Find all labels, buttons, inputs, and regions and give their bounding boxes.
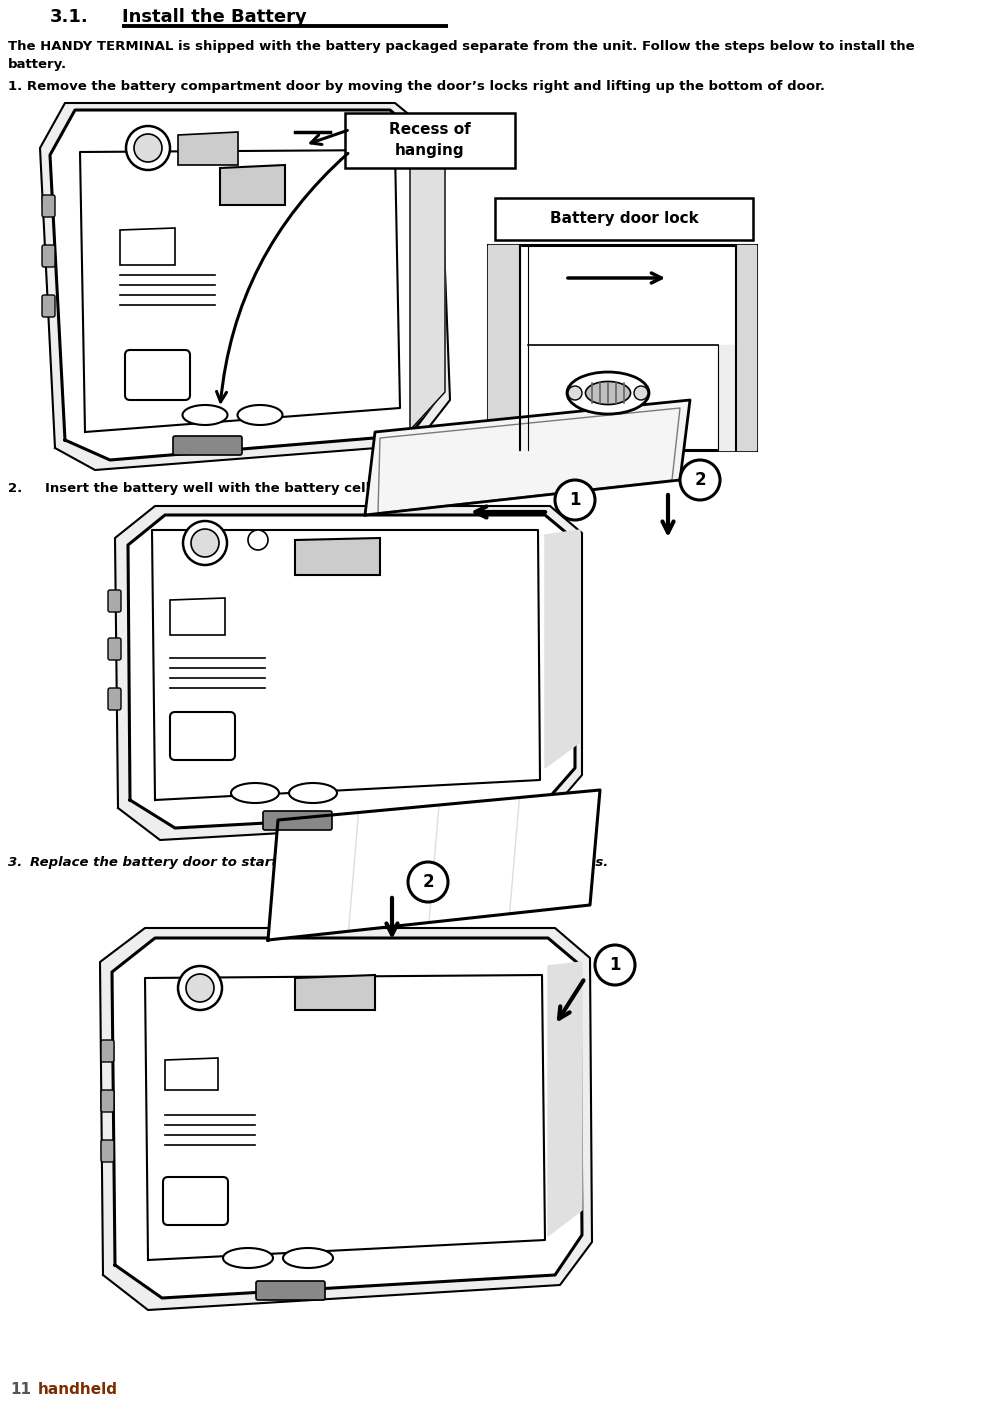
Ellipse shape (567, 373, 649, 415)
Polygon shape (548, 962, 582, 1236)
FancyBboxPatch shape (125, 350, 190, 401)
Circle shape (680, 460, 720, 500)
Text: 2: 2 (695, 471, 705, 489)
Polygon shape (268, 790, 600, 940)
Text: Recess of
hanging: Recess of hanging (389, 122, 471, 158)
Text: 2.: 2. (8, 482, 23, 495)
Ellipse shape (223, 1248, 273, 1268)
Text: 11: 11 (10, 1381, 31, 1397)
Polygon shape (120, 228, 175, 265)
Circle shape (126, 126, 170, 170)
FancyBboxPatch shape (42, 195, 55, 217)
Text: 2: 2 (422, 873, 434, 891)
Circle shape (191, 530, 219, 558)
Text: handheld: handheld (38, 1381, 118, 1397)
Ellipse shape (183, 405, 227, 425)
FancyBboxPatch shape (42, 245, 55, 268)
Circle shape (408, 862, 448, 902)
Polygon shape (178, 132, 238, 165)
Polygon shape (410, 149, 445, 430)
Polygon shape (488, 245, 520, 450)
FancyBboxPatch shape (101, 1090, 114, 1112)
FancyBboxPatch shape (495, 198, 753, 240)
Ellipse shape (586, 381, 630, 405)
Polygon shape (145, 975, 545, 1259)
Text: 1: 1 (610, 955, 620, 974)
FancyBboxPatch shape (345, 113, 515, 168)
FancyBboxPatch shape (173, 436, 242, 455)
Text: Install the Battery: Install the Battery (122, 8, 306, 27)
Polygon shape (220, 165, 285, 205)
Text: 1: 1 (569, 490, 581, 509)
Polygon shape (365, 401, 690, 516)
Circle shape (186, 974, 214, 1002)
Text: Insert the battery well with the battery cells facing top.: Insert the battery well with the battery… (45, 482, 463, 495)
Polygon shape (115, 506, 582, 841)
Text: Battery door lock: Battery door lock (549, 212, 699, 227)
Ellipse shape (289, 783, 337, 803)
Polygon shape (50, 111, 440, 460)
Circle shape (248, 530, 268, 551)
Polygon shape (40, 104, 450, 469)
Polygon shape (736, 245, 756, 450)
FancyBboxPatch shape (42, 296, 55, 317)
Circle shape (134, 134, 162, 163)
Text: The HANDY TERMINAL is shipped with the battery packaged separate from the unit. : The HANDY TERMINAL is shipped with the b… (8, 41, 915, 53)
Polygon shape (165, 1058, 218, 1090)
Ellipse shape (237, 405, 283, 425)
FancyBboxPatch shape (101, 1040, 114, 1062)
Polygon shape (295, 975, 375, 1010)
FancyBboxPatch shape (108, 637, 121, 660)
Text: 3.1.: 3.1. (50, 8, 89, 27)
Circle shape (183, 521, 227, 565)
Text: battery.: battery. (8, 57, 67, 71)
Circle shape (555, 481, 595, 520)
Polygon shape (152, 530, 540, 800)
Text: 1. Remove the battery compartment door by moving the door’s locks right and lift: 1. Remove the battery compartment door b… (8, 80, 825, 92)
FancyBboxPatch shape (108, 590, 121, 612)
Polygon shape (295, 538, 380, 574)
FancyBboxPatch shape (256, 1281, 325, 1300)
FancyBboxPatch shape (163, 1177, 228, 1224)
Polygon shape (80, 150, 400, 432)
FancyBboxPatch shape (108, 688, 121, 710)
FancyBboxPatch shape (170, 712, 235, 759)
FancyBboxPatch shape (263, 811, 332, 829)
Polygon shape (170, 598, 225, 635)
Polygon shape (128, 516, 575, 828)
Ellipse shape (283, 1248, 333, 1268)
FancyBboxPatch shape (101, 1140, 114, 1161)
Circle shape (178, 967, 222, 1010)
Circle shape (634, 387, 648, 401)
Ellipse shape (231, 783, 279, 803)
Polygon shape (100, 927, 592, 1310)
Text: Replace the battery door to start from bottom to top door’s lock downwards.: Replace the battery door to start from b… (30, 856, 609, 869)
Polygon shape (718, 345, 736, 450)
Circle shape (595, 946, 635, 985)
FancyBboxPatch shape (488, 245, 756, 450)
Circle shape (568, 387, 582, 401)
Polygon shape (545, 530, 580, 768)
Polygon shape (112, 939, 582, 1297)
Text: 3.: 3. (8, 856, 23, 869)
